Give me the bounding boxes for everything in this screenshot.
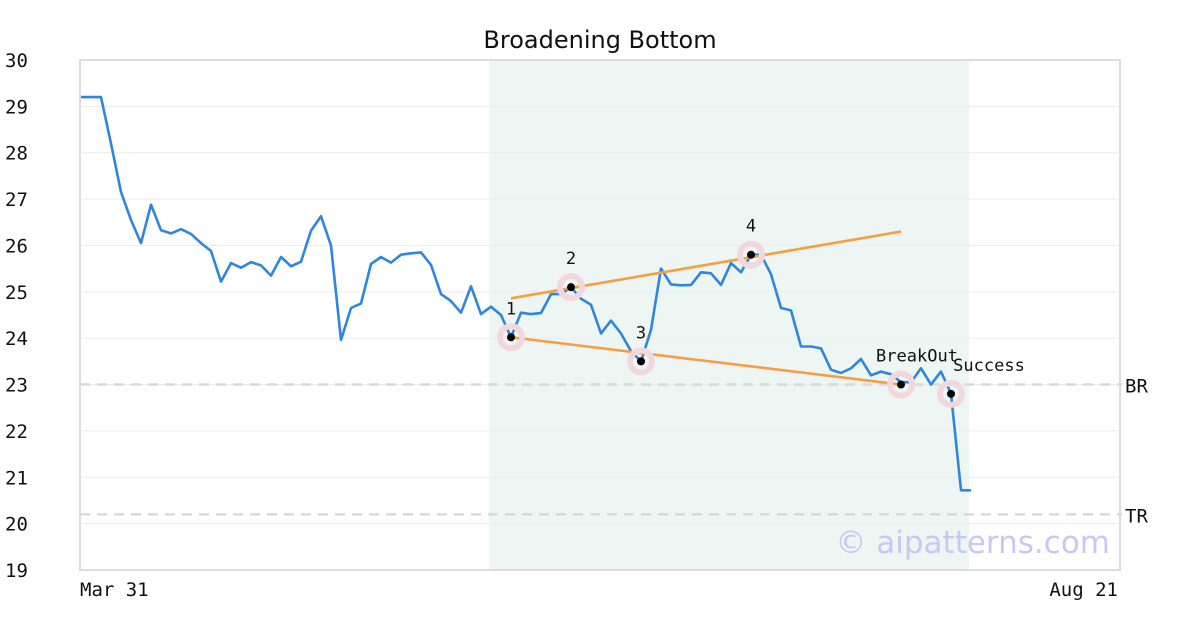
x-tick-label-end: Aug 21 — [1049, 579, 1118, 601]
marker-dot-success — [947, 389, 955, 398]
marker-label-2: 2 — [566, 249, 576, 269]
y-tick-label: 21 — [5, 467, 28, 489]
marker-label-breakout: BreakOut — [876, 347, 958, 367]
lower-trend-line — [510, 335, 902, 386]
level-label-tr: TR — [1125, 505, 1148, 527]
watermark-text: © aipatterns.com — [835, 525, 1110, 561]
upper-trend-line — [510, 230, 902, 300]
marker-ring-2 — [557, 273, 585, 302]
y-tick-label: 27 — [5, 189, 28, 211]
marker-label-success: Success — [953, 356, 1025, 376]
price-series-line — [81, 95, 971, 492]
y-tick-label: 20 — [5, 514, 28, 536]
y-tick-label: 23 — [5, 375, 28, 397]
marker-label-4: 4 — [746, 217, 756, 237]
level-label-br: BR — [1125, 376, 1148, 398]
y-tick-label: 22 — [5, 421, 28, 443]
marker-dot-breakout — [897, 380, 905, 389]
marker-ring-success — [937, 379, 965, 408]
y-tick-label: 26 — [5, 235, 28, 257]
marker-ring-4 — [737, 240, 765, 269]
x-tick-label-start: Mar 31 — [80, 579, 149, 601]
chart-title: Broadening Bottom — [483, 26, 716, 54]
marker-dot-4 — [747, 250, 755, 259]
marker-ring-breakout — [887, 370, 915, 399]
marker-ring-1 — [497, 323, 525, 352]
y-tick-label: 29 — [5, 96, 28, 118]
marker-label-1: 1 — [506, 299, 516, 319]
y-tick-label: 19 — [5, 560, 28, 582]
marker-dot-3 — [637, 357, 645, 366]
marker-dot-2 — [567, 283, 575, 292]
y-tick-label: 28 — [5, 143, 28, 165]
marker-label-3: 3 — [636, 323, 646, 343]
marker-ring-3 — [627, 347, 655, 376]
y-tick-label: 30 — [5, 50, 28, 72]
pattern-highlight-region — [489, 61, 969, 569]
y-tick-label: 25 — [5, 282, 28, 304]
marker-dot-1 — [507, 333, 515, 342]
y-tick-label: 24 — [5, 328, 28, 350]
